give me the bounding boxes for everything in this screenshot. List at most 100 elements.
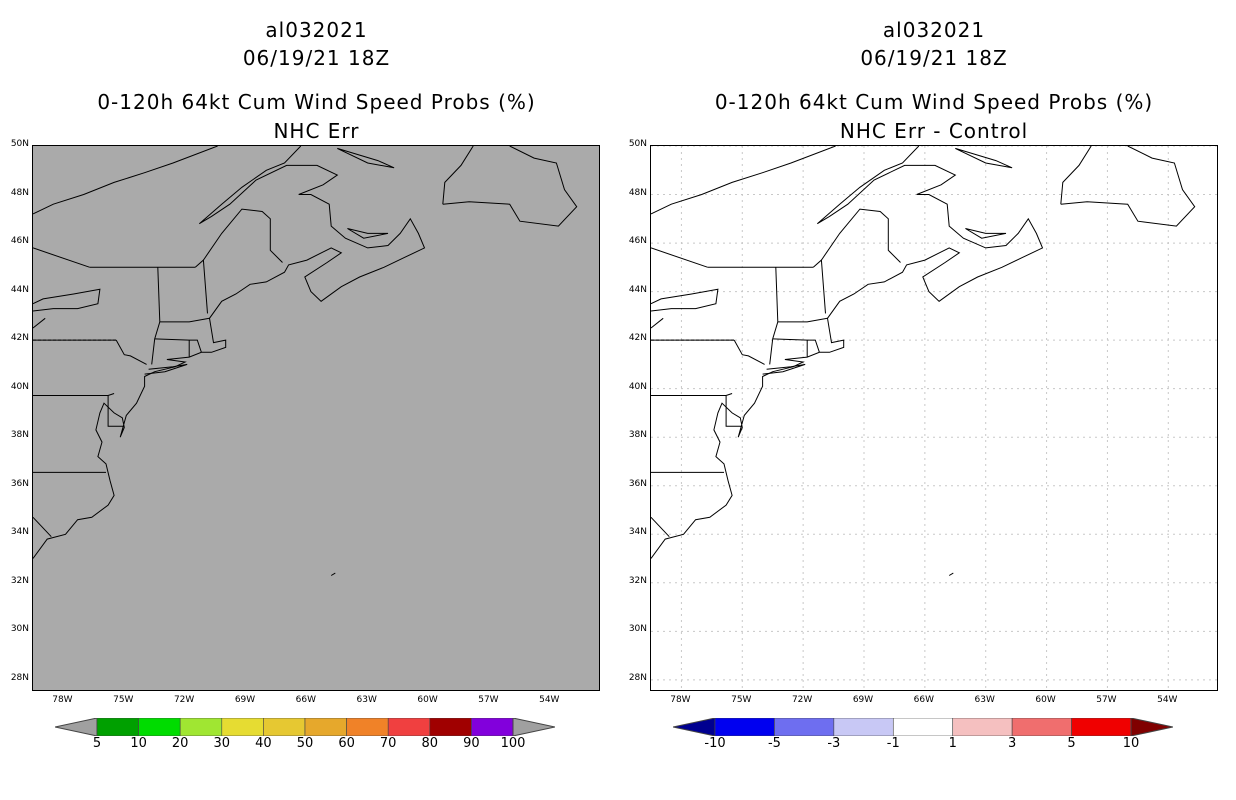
colorbar-swatch [179, 718, 223, 736]
state-border [194, 259, 208, 314]
lon-tick-label: 60W [1035, 695, 1056, 705]
colorbar-tick-label: -10 [704, 736, 726, 751]
lat-tick-label: 40N [628, 381, 647, 392]
lat-tick-label: 32N [10, 575, 29, 586]
lat-tick-label: 34N [628, 527, 647, 538]
lat-tick-label: 36N [628, 478, 647, 489]
colorbar-swatch [774, 718, 835, 736]
colorbar-tick-label: 50 [296, 736, 314, 751]
lat-tick-label: 28N [628, 672, 647, 683]
colorbar-swatch [952, 718, 1013, 736]
left-product-title: 0-120h 64kt Cum Wind Speed Probs (%) [97, 90, 536, 114]
lon-tick-label: 60W [417, 695, 438, 705]
state-border [733, 339, 765, 365]
colorbar-tick-label: 60 [338, 736, 355, 751]
left-storm-id: al032021 [265, 18, 368, 42]
coastline [651, 288, 719, 312]
right-colorbar [673, 718, 1173, 736]
coastline [948, 572, 954, 576]
colorbar-swatch [387, 718, 431, 736]
colorbar-tick-label: 5 [1067, 736, 1076, 751]
coastline [442, 146, 578, 227]
colorbar-swatch [1071, 718, 1132, 736]
right-map [650, 145, 1218, 691]
state-border [725, 393, 733, 396]
colorbar-tick-label: 40 [255, 736, 272, 751]
right-coastline-layer [651, 146, 1217, 690]
coastline [762, 363, 806, 375]
state-border [159, 317, 210, 323]
lat-tick-label: 38N [10, 430, 29, 441]
lon-tick-label: 72W [791, 695, 813, 705]
lat-tick-label: 30N [10, 624, 29, 635]
state-border [772, 338, 820, 353]
colorbar-swatch [346, 718, 389, 736]
colorbar-tick-label: 10 [130, 736, 147, 751]
coastline [33, 146, 218, 215]
lat-tick-label: 38N [628, 430, 647, 441]
lon-tick-label: 69W [852, 695, 874, 705]
state-border [151, 267, 161, 365]
colorbar-tick-label: 90 [463, 736, 480, 751]
right-subtitle: NHC Err - Control [839, 119, 1029, 143]
lat-tick-label: 44N [10, 284, 29, 295]
colorbar-swatch [714, 718, 775, 736]
colorbar-tick-label: -5 [767, 736, 781, 751]
coastline [965, 228, 1007, 239]
lon-tick-label: 66W [295, 695, 317, 705]
coastline [1060, 146, 1196, 227]
coastline [337, 147, 395, 169]
colorbar-swatch [138, 718, 181, 736]
coastline [33, 288, 101, 312]
colorbar-tick-label: 70 [379, 736, 397, 751]
left-coastline-layer [33, 146, 578, 576]
right-product-title: 0-120h 64kt Cum Wind Speed Probs (%) [714, 90, 1154, 114]
lon-tick-label: 63W [974, 695, 995, 705]
lon-tick-label: 78W [670, 695, 691, 705]
lat-tick-label: 32N [628, 575, 647, 586]
state-border [115, 339, 147, 365]
lat-tick-label: 50N [628, 139, 647, 149]
state-border [33, 516, 52, 538]
coastline [33, 317, 46, 329]
lon-tick-label: 75W [113, 695, 134, 705]
state-border [107, 393, 115, 396]
colorbar-swatch [263, 718, 306, 736]
lon-tick-label: 57W [1096, 695, 1117, 705]
colorbar-tick-label: -1 [886, 736, 900, 751]
lon-tick-label: 66W [913, 695, 935, 705]
coastline [144, 363, 188, 375]
colorbar-left-arrow [673, 718, 716, 736]
right-storm-id: al032021 [882, 18, 986, 42]
lat-tick-label: 42N [628, 333, 647, 344]
lon-tick-label: 69W [234, 695, 256, 705]
colorbar-swatch [304, 718, 347, 736]
colorbar-tick-label: 10 [1122, 736, 1140, 751]
colorbar-swatch [221, 718, 264, 736]
state-border [107, 395, 124, 427]
state-border [33, 247, 90, 268]
colorbar-swatch [892, 718, 954, 736]
lat-tick-label: 34N [10, 527, 29, 538]
coastline [651, 317, 664, 329]
lat-tick-label: 40N [10, 381, 29, 392]
colorbar-tick-label: -3 [827, 736, 841, 751]
lon-tick-label: 72W [173, 695, 195, 705]
left-colorbar [55, 718, 555, 736]
state-border [812, 259, 826, 314]
coastline [347, 228, 389, 239]
lat-tick-label: 48N [628, 187, 647, 198]
lat-tick-label: 48N [10, 187, 29, 198]
colorbar-swatch [1011, 718, 1072, 736]
colorbar-swatch [96, 718, 139, 736]
lon-tick-label: 54W [1157, 695, 1178, 705]
colorbar-right-arrow [512, 718, 555, 736]
coastline [651, 146, 1044, 559]
lon-tick-label: 57W [478, 695, 499, 705]
lon-tick-label: 78W [52, 695, 73, 705]
coastline [651, 146, 836, 215]
lat-tick-label: 44N [628, 284, 647, 295]
state-border [769, 267, 779, 365]
colorbar-tick-label: 100 [500, 736, 526, 751]
colorbar-tick-label: 3 [1008, 736, 1017, 751]
